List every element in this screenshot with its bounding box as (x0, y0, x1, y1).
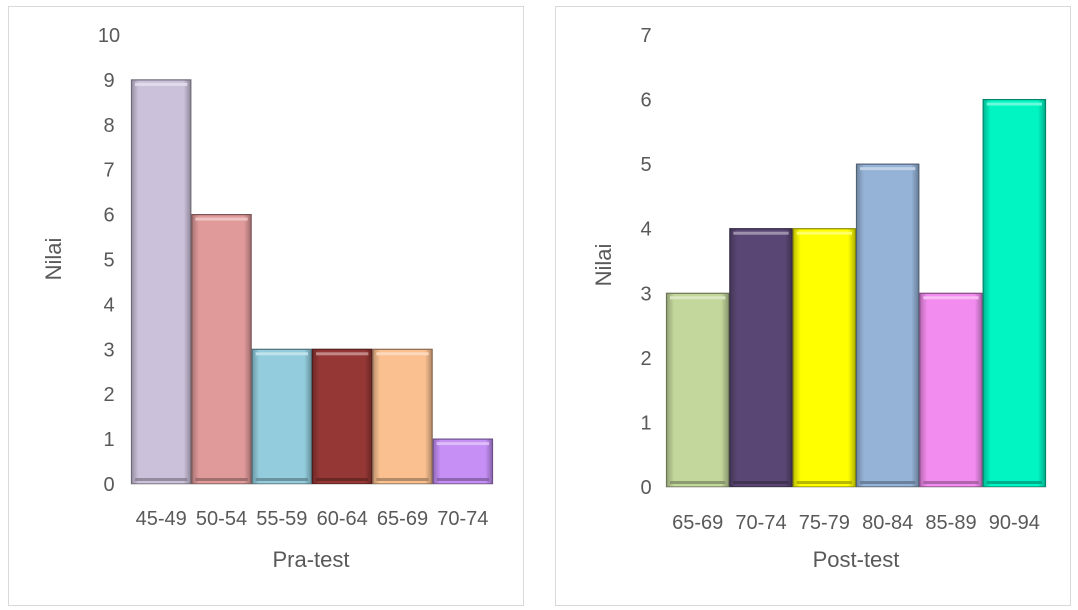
post-test-y-tick-label: 6 (640, 90, 651, 112)
pre-test-chart-panel: 0 1 2 3 4 5 6 7 8 9 10 45-49 50-54 55-59 60-64 65-69 70-… (8, 6, 524, 606)
pre-test-x-tick-label: 70-74 (437, 508, 488, 530)
post-test-x-axis-title: Post-test (813, 547, 900, 572)
pre-test-x-axis-title: Pra-test (272, 547, 349, 572)
post-test-y-tick-label: 0 (640, 477, 651, 499)
pre-test-bar-50-54 (191, 214, 252, 485)
post-test-y-axis-title: Nilai (591, 244, 616, 287)
pre-test-y-tick-label: 1 (103, 429, 114, 451)
pre-test-y-tick-label: 0 (103, 474, 114, 496)
post-test-chart: 0 1 2 3 4 5 6 7 65-69 70-74 75-79 80-84 85-89 90-94 Po… (591, 25, 1047, 572)
post-test-bar-70-74 (729, 228, 793, 488)
post-test-bar-90-94 (982, 98, 1047, 488)
post-test-x-tick-label: 65-69 (672, 512, 723, 534)
pre-test-y-tick-label: 3 (103, 339, 114, 361)
pre-test-chart: 0 1 2 3 4 5 6 7 8 9 10 45-49 50-54 55-59 60-64 65-69 70-… (41, 25, 494, 572)
pre-test-x-tick-label: 65-69 (377, 508, 428, 530)
post-test-y-tick-label: 7 (640, 25, 651, 47)
post-test-x-tick-label: 70-74 (735, 512, 786, 534)
post-test-y-tick-label: 5 (640, 154, 651, 176)
post-test-y-tick-label: 2 (640, 348, 651, 370)
post-test-bar-80-84 (855, 163, 920, 488)
pre-test-y-tick-label: 5 (103, 250, 114, 272)
pre-test-bar-55-59 (251, 348, 313, 485)
post-test-bar-75-79 (792, 228, 857, 488)
pre-test-y-tick-label: 2 (103, 384, 114, 406)
pre-test-y-tick-label: 9 (103, 70, 114, 92)
post-test-chart-panel: 0 1 2 3 4 5 6 7 65-69 70-74 75-79 80-84 85-89 90-94 Po… (555, 6, 1071, 606)
pre-test-y-tick-label: 6 (103, 205, 114, 227)
pre-test-x-tick-label: 50-54 (196, 508, 247, 530)
pre-test-bar-45-49 (130, 79, 192, 485)
pre-test-x-tick-label: 60-64 (317, 508, 368, 530)
post-test-y-tick-label: 1 (640, 412, 651, 434)
pre-test-y-tick-label: 10 (98, 25, 120, 47)
pre-test-y-tick-label: 8 (103, 115, 114, 137)
pre-test-bar-70-74 (432, 438, 494, 485)
pre-test-y-tick-label: 4 (103, 294, 114, 316)
pre-test-x-tick-label: 55-59 (256, 508, 307, 530)
pre-test-bar-65-69 (372, 348, 433, 485)
post-test-bar-85-89 (919, 292, 983, 488)
pre-test-bar-60-64 (311, 348, 373, 485)
post-test-x-tick-label: 85-89 (925, 512, 976, 534)
pre-test-y-tick-label: 7 (103, 160, 114, 182)
post-test-x-tick-label: 75-79 (799, 512, 850, 534)
pre-test-y-axis-title: Nilai (41, 238, 66, 281)
post-test-bar-65-69 (665, 292, 730, 488)
post-test-y-tick-label: 4 (640, 219, 651, 241)
post-test-y-tick-label: 3 (640, 283, 651, 305)
pre-test-x-tick-label: 45-49 (136, 508, 187, 530)
post-test-x-tick-label: 80-84 (862, 512, 913, 534)
post-test-x-tick-label: 90-94 (989, 512, 1040, 534)
